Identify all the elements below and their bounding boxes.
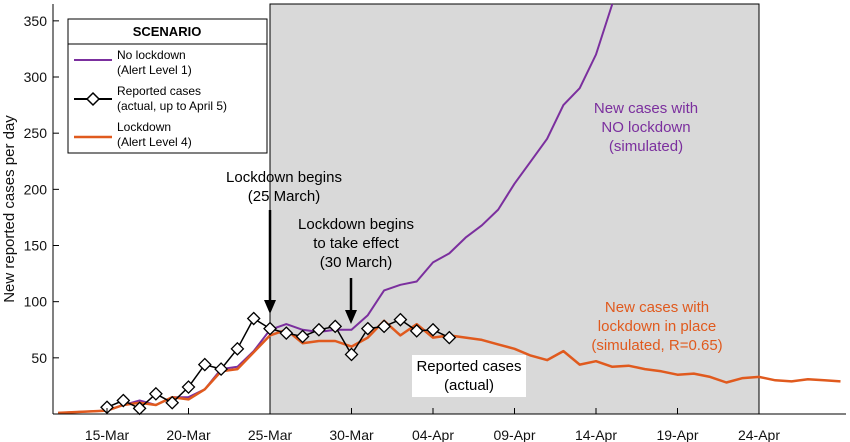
y-tick-label: 200 — [24, 181, 48, 197]
reported-point — [311, 322, 326, 337]
y-tick-label: 100 — [24, 294, 48, 310]
y-axis-label: New reported cases per day — [1, 115, 18, 303]
x-tick-label: 15-Mar — [85, 427, 130, 442]
y-tick-label: 150 — [24, 238, 48, 254]
legend-sublabel-lockdown: (Alert Level 4) — [117, 135, 192, 149]
legend-title: SCENARIO — [133, 24, 202, 39]
series-line-lockdown — [58, 319, 841, 415]
reported-point — [246, 311, 261, 326]
legend-marker-reported — [85, 91, 101, 107]
reported-point — [181, 380, 196, 394]
arrow-lockdown-takes-effect — [345, 278, 357, 324]
annotation-no-lockdown-label: (simulated) — [609, 138, 683, 155]
y-tick-label: 350 — [24, 13, 48, 29]
x-tick-label: 19-Apr — [656, 427, 698, 442]
reported-point — [197, 357, 212, 372]
reported-point — [263, 321, 277, 336]
annotation-no-lockdown-label: New cases with — [594, 100, 698, 117]
reported-point — [148, 386, 163, 401]
reported-point — [393, 312, 408, 327]
legend: SCENARIO No lockdown (Alert Level 1) Rep… — [67, 18, 268, 154]
annotation-reported-label: (actual) — [444, 377, 494, 394]
annotation-lockdown-begins: Lockdown begins — [226, 169, 342, 186]
reported-point — [230, 341, 245, 356]
legend-label-lockdown: Lockdown — [117, 120, 171, 134]
annotation-lockdown-label: New cases with — [605, 299, 709, 316]
y-tick-label: 50 — [31, 350, 47, 366]
x-tick-label: 14-Apr — [575, 427, 617, 442]
annotation-lockdown-takes-effect: to take effect — [313, 235, 399, 252]
reported-point — [328, 319, 343, 334]
annotation-no-lockdown-label: NO lockdown — [601, 119, 690, 136]
y-tick-label: 250 — [24, 125, 48, 141]
legend-label-reported: Reported cases — [117, 84, 201, 98]
legend-label-no-lockdown: No lockdown — [117, 48, 186, 62]
reported-point — [426, 322, 440, 337]
reported-point — [377, 319, 392, 334]
legend-sublabel-reported: (actual, up to April 5) — [117, 99, 227, 113]
annotation-background — [412, 355, 526, 397]
legend-box — [67, 18, 268, 154]
annotation-lockdown-label: lockdown in place — [598, 318, 716, 335]
reported-point — [165, 395, 180, 410]
x-tick-label: 04-Apr — [412, 427, 454, 442]
x-tick-label: 24-Apr — [738, 427, 780, 442]
reported-point — [409, 323, 424, 338]
x-tick-label: 25-Mar — [248, 427, 293, 442]
annotation-reported-label: Reported cases — [416, 358, 521, 375]
annotation-lockdown-begins: (25 March) — [248, 188, 321, 205]
reported-point — [279, 326, 294, 341]
annotation-lockdown-label: (simulated, R=0.65) — [591, 337, 722, 354]
reported-point — [116, 393, 131, 408]
reported-point — [360, 321, 375, 336]
y-tick-label: 300 — [24, 69, 48, 85]
reported-point — [295, 329, 310, 344]
reported-point — [214, 362, 229, 376]
x-tick-label: 30-Mar — [329, 427, 374, 442]
reported-point — [344, 347, 359, 362]
reported-point — [442, 330, 457, 345]
x-tick-label: 09-Apr — [493, 427, 535, 442]
annotation-lockdown-takes-effect: Lockdown begins — [298, 216, 414, 233]
annotation-lockdown-takes-effect: (30 March) — [320, 254, 393, 271]
series-line-reported — [106, 317, 450, 410]
arrow-lockdown-begins — [264, 210, 276, 314]
legend-sublabel-no-lockdown: (Alert Level 1) — [117, 63, 192, 77]
x-tick-label: 20-Mar — [166, 427, 211, 442]
